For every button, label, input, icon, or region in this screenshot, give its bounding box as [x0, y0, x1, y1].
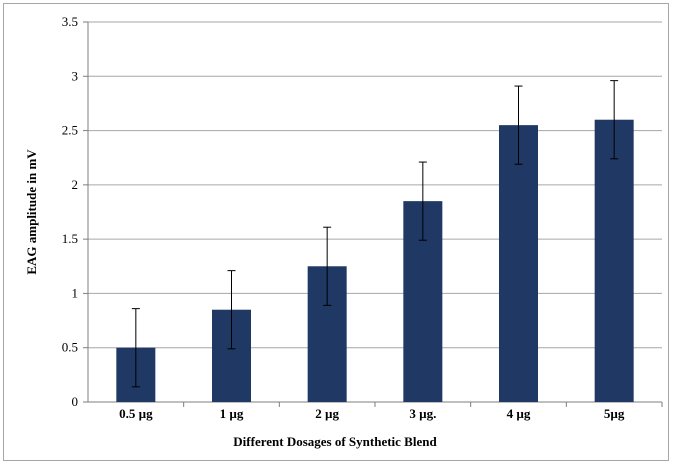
x-tick-label: 5µg [604, 406, 625, 421]
x-tick-label: 4 µg [507, 406, 531, 421]
x-tick-label: 0.5 µg [119, 406, 153, 421]
x-tick-label: 3 µg. [409, 406, 436, 421]
y-axis-title: EAG amplitude in mV [24, 149, 39, 275]
bar [499, 125, 538, 403]
tick-labels: 0 0.5 1 1.5 2 2.5 3 3.5 0.5 µg 1 µg 2 µg 3 µg. 4 µg 5… [62, 14, 625, 421]
y-tick-label: 3 [72, 68, 79, 83]
y-tick-label: 2.5 [62, 123, 78, 138]
bar [594, 119, 634, 402]
y-tick-label: 1.5 [62, 231, 78, 246]
error-bars [131, 80, 619, 388]
y-tick-label: 0.5 [62, 340, 78, 355]
y-tick-label: 2 [72, 177, 79, 192]
y-tick-label: 0 [72, 394, 79, 409]
axes [83, 21, 663, 407]
x-axis-title: Different Dosages of Synthetic Blend [233, 434, 437, 449]
y-tick-label: 1 [72, 285, 79, 300]
bars [116, 119, 634, 403]
x-tick-label: 1 µg [220, 406, 244, 421]
y-tick-label: 3.5 [62, 14, 78, 29]
x-tick-label: 2 µg [315, 406, 339, 421]
gridlines [88, 21, 662, 349]
